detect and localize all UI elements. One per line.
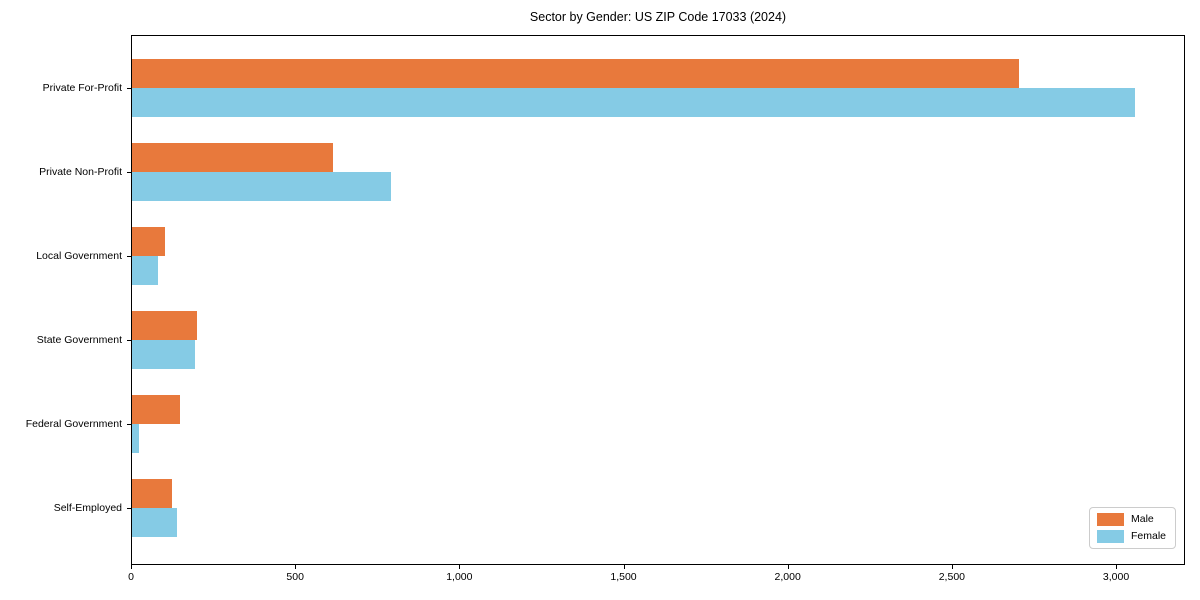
category-label-private-non-profit: Private Non-Profit: [39, 166, 122, 178]
category-label-state-government: State Government: [36, 334, 122, 346]
bar-female-private-non-profit: [132, 172, 391, 201]
category-label-private-for-profit: Private For-Profit: [42, 82, 122, 94]
category-label-self-employed: Self-Employed: [53, 502, 122, 514]
x-tick-2500: [951, 565, 953, 569]
x-tick-500: [295, 565, 297, 569]
x-tick-label-0: 0: [128, 571, 134, 583]
bar-male-self-employed: [132, 479, 172, 508]
bar-male-private-non-profit: [132, 143, 333, 172]
legend-item-male: Male: [1097, 513, 1166, 526]
y-tick-state-government: [127, 340, 131, 341]
bar-female-federal-government: [132, 424, 139, 453]
x-tick-2000: [787, 565, 789, 569]
legend-label-female: Female: [1131, 530, 1167, 542]
x-tick-label-1500: 1,500: [610, 571, 637, 583]
bar-female-self-employed: [132, 508, 177, 537]
x-tick-label-3000: 3,000: [1102, 571, 1130, 583]
y-tick-private-for-profit: [127, 88, 131, 89]
legend-label-male: Male: [1131, 513, 1154, 525]
x-tick-label-500: 500: [286, 571, 304, 583]
x-tick-1500: [623, 565, 625, 569]
bar-female-local-government: [132, 256, 158, 285]
x-tick-1000: [459, 565, 461, 569]
y-tick-federal-government: [127, 424, 131, 425]
x-tick-0: [131, 565, 132, 569]
legend-item-female: Female: [1097, 530, 1166, 543]
bar-female-state-government: [132, 340, 195, 369]
x-tick-3000: [1116, 565, 1118, 569]
legend: Male Female: [1089, 507, 1177, 549]
bar-male-private-for-profit: [132, 59, 1019, 88]
x-tick-label-2000: 2,000: [774, 571, 801, 583]
legend-swatch-male: [1097, 513, 1124, 526]
category-label-local-government: Local Government: [36, 250, 122, 262]
bar-female-private-for-profit: [132, 88, 1135, 117]
y-tick-local-government: [127, 256, 131, 257]
chart-title: Sector by Gender: US ZIP Code 17033 (202…: [529, 10, 787, 24]
x-tick-label-2500: 2,500: [938, 571, 965, 583]
bar-male-federal-government: [132, 395, 180, 424]
bar-male-local-government: [132, 227, 165, 256]
y-tick-self-employed: [127, 508, 131, 509]
legend-swatch-female: [1097, 530, 1124, 543]
y-tick-private-non-profit: [127, 172, 131, 173]
category-label-federal-government: Federal Government: [25, 418, 122, 430]
bar-male-state-government: [132, 311, 197, 340]
x-tick-label-1000: 1,000: [446, 571, 473, 583]
plot-area: [131, 35, 1185, 565]
